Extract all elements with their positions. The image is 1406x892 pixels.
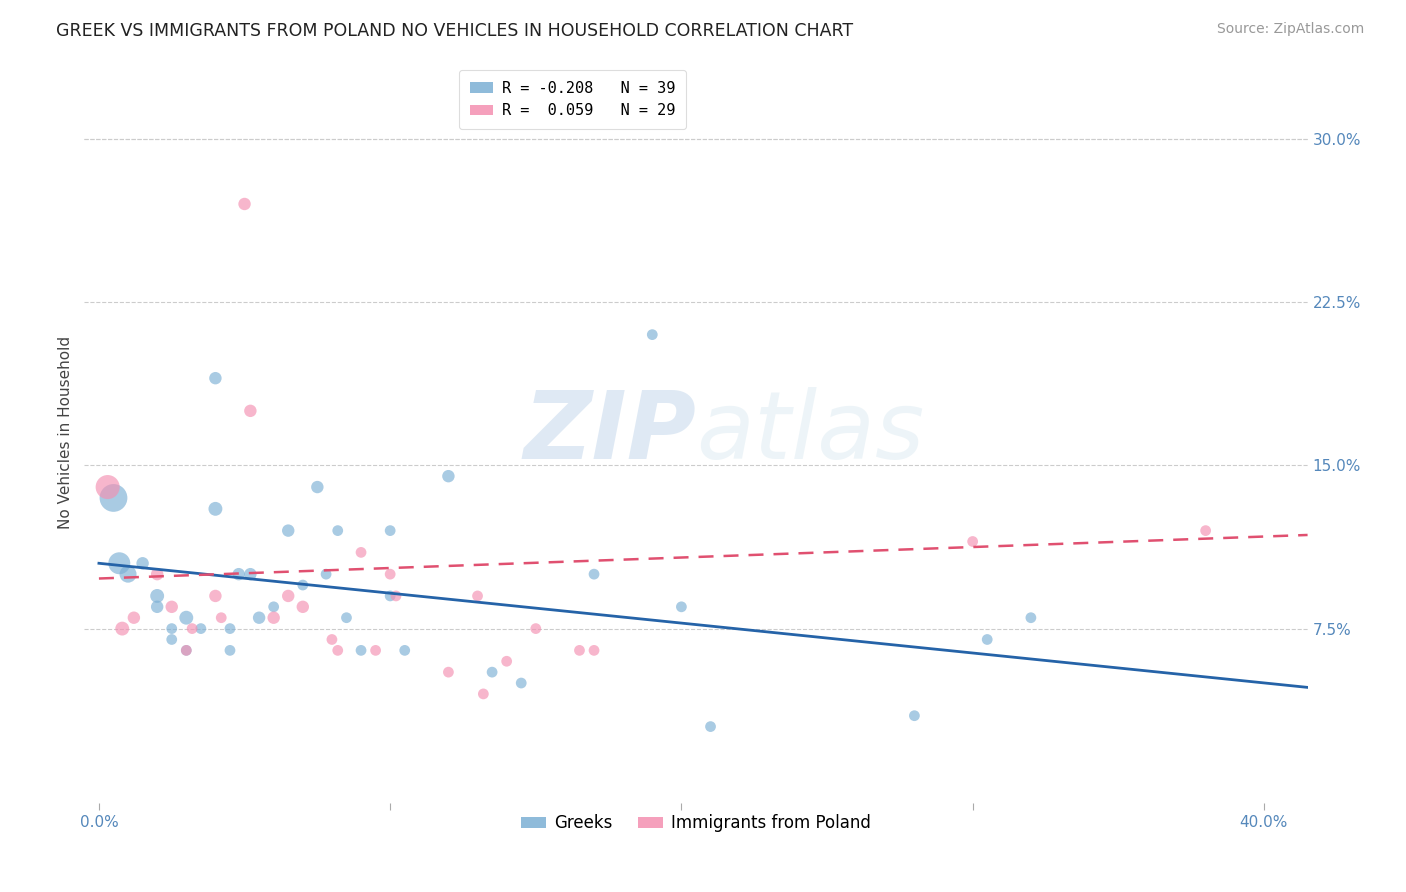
Point [209, 611, 232, 625]
Point [277, 589, 299, 603]
Point [326, 643, 349, 657]
Point [160, 622, 183, 636]
Point [510, 676, 533, 690]
Point [583, 567, 606, 582]
Y-axis label: No Vehicles in Household: No Vehicles in Household [58, 336, 73, 529]
Point [117, 567, 139, 582]
Point [103, 491, 125, 505]
Point [263, 599, 285, 614]
Point [204, 371, 226, 385]
Point [350, 643, 373, 657]
Point [108, 556, 131, 570]
Point [219, 643, 242, 657]
Point [472, 687, 495, 701]
Point [291, 599, 314, 614]
Point [204, 501, 226, 516]
Point [146, 599, 169, 614]
Point [699, 720, 721, 734]
Point [641, 327, 664, 342]
Point [481, 665, 503, 680]
Point [204, 589, 226, 603]
Point [247, 611, 270, 625]
Point [111, 622, 134, 636]
Point [385, 589, 408, 603]
Point [335, 611, 357, 625]
Point [122, 611, 145, 625]
Point [364, 643, 387, 657]
Point [380, 524, 402, 538]
Point [97, 480, 120, 494]
Point [174, 643, 197, 657]
Point [903, 708, 925, 723]
Point [181, 622, 204, 636]
Text: atlas: atlas [696, 387, 924, 478]
Point [437, 469, 460, 483]
Point [160, 599, 183, 614]
Point [437, 665, 460, 680]
Point [976, 632, 998, 647]
Point [131, 556, 153, 570]
Point [291, 578, 314, 592]
Point [583, 643, 606, 657]
Point [1019, 611, 1042, 625]
Point [568, 643, 591, 657]
Point [174, 611, 197, 625]
Point [350, 545, 373, 559]
Point [326, 524, 349, 538]
Point [239, 567, 262, 582]
Point [219, 622, 242, 636]
Point [233, 197, 256, 211]
Point [321, 632, 343, 647]
Point [380, 567, 402, 582]
Point [394, 643, 416, 657]
Point [315, 567, 337, 582]
Point [467, 589, 489, 603]
Point [228, 567, 250, 582]
Point [671, 599, 693, 614]
Point [174, 643, 197, 657]
Point [380, 589, 402, 603]
Point [524, 622, 547, 636]
Point [1195, 524, 1218, 538]
Text: ZIP: ZIP [523, 386, 696, 479]
Legend: Greeks, Immigrants from Poland: Greeks, Immigrants from Poland [515, 807, 877, 838]
Point [307, 480, 329, 494]
Point [277, 524, 299, 538]
Text: Source: ZipAtlas.com: Source: ZipAtlas.com [1216, 22, 1364, 37]
Point [495, 654, 517, 668]
Point [160, 632, 183, 647]
Point [190, 622, 212, 636]
Point [263, 611, 285, 625]
Point [962, 534, 984, 549]
Point [146, 589, 169, 603]
Point [239, 404, 262, 418]
Text: GREEK VS IMMIGRANTS FROM POLAND NO VEHICLES IN HOUSEHOLD CORRELATION CHART: GREEK VS IMMIGRANTS FROM POLAND NO VEHIC… [56, 22, 853, 40]
Point [146, 567, 169, 582]
